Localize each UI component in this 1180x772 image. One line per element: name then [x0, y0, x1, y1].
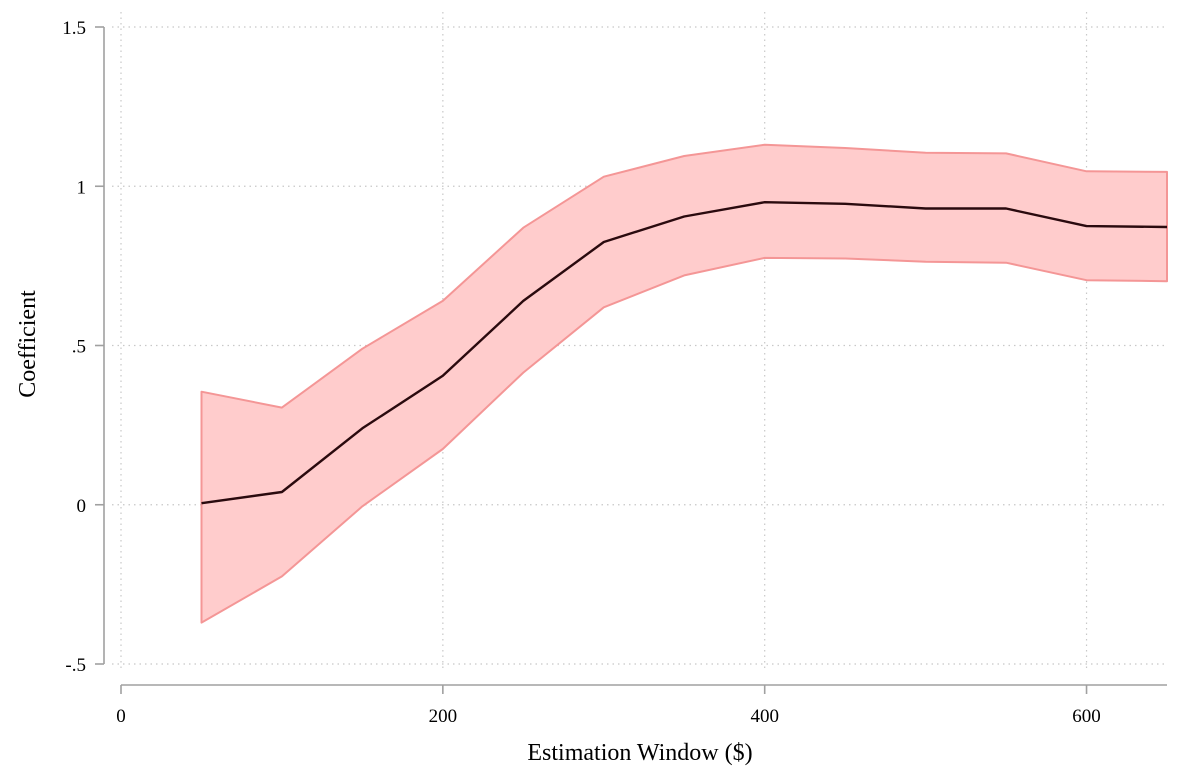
- confidence-band: [200, 143, 1168, 624]
- y-axis: -.5 0 .5 1 1.5: [62, 18, 105, 676]
- x-tick-label: 200: [429, 706, 458, 727]
- y-tick-label: .5: [72, 337, 86, 358]
- y-tick-label: 0: [77, 496, 87, 517]
- coefficient-line: [201, 200, 1168, 505]
- x-axis-title: Estimation Window ($): [527, 740, 752, 766]
- x-tick-label: 600: [1072, 706, 1101, 727]
- x-tick-label: 0: [116, 706, 126, 727]
- y-tick-label: 1.5: [62, 18, 86, 39]
- x-axis: 0 200 400 600: [116, 684, 1167, 727]
- y-axis-title: Coefficient: [15, 290, 41, 398]
- x-tick-label: 400: [750, 706, 779, 727]
- y-tick-label: -.5: [65, 655, 86, 676]
- y-tick-label: 1: [77, 177, 87, 198]
